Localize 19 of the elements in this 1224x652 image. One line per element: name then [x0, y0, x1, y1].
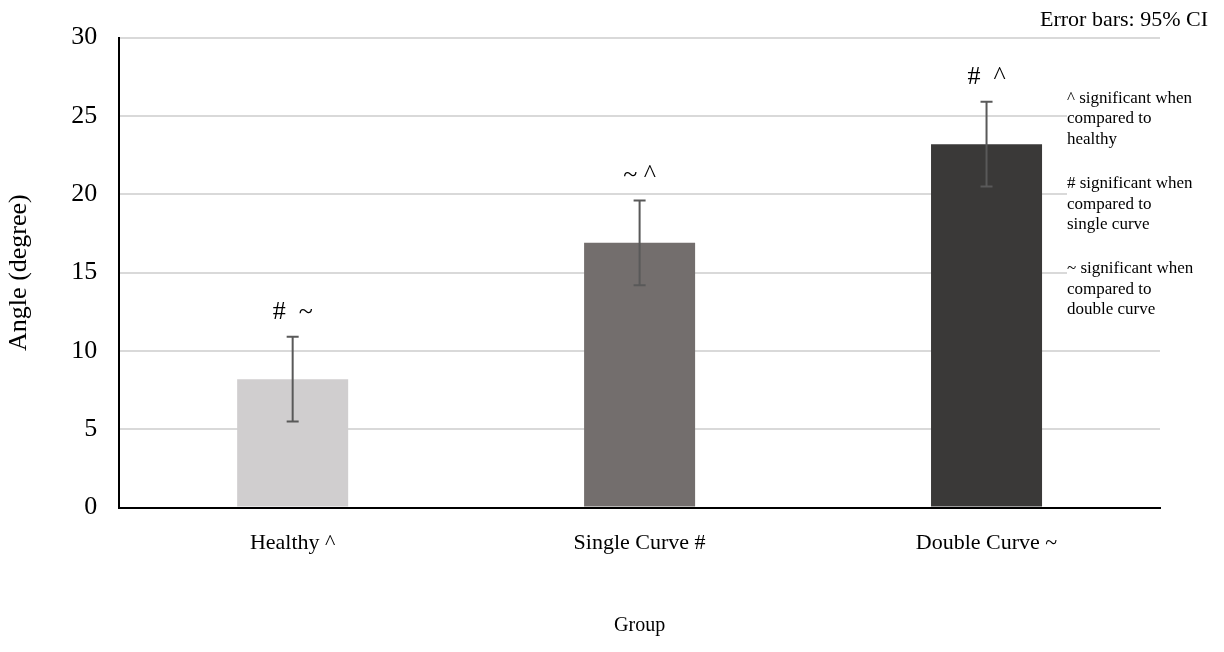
annotation: ~ ^: [623, 159, 656, 189]
annotation: ^ significant when compared to healthy: [1067, 88, 1194, 150]
text: Error bars: 95% CI: [1039, 6, 1208, 32]
annotation: # significant when compared to single curve: [1067, 173, 1194, 235]
y-tick-label: 15: [71, 256, 98, 286]
annotation: # ^: [967, 60, 1006, 90]
y-tick-label: 0: [84, 491, 98, 521]
y-tick-label: 10: [71, 334, 98, 364]
y-tick-label: 30: [71, 21, 98, 51]
annotation: # ~: [272, 295, 313, 325]
y-tick-label: 5: [84, 413, 98, 443]
y-tick-label: 25: [71, 99, 98, 129]
x-tick-label: Healthy ^: [249, 528, 337, 554]
y-axis-title: Angle (degree): [3, 194, 33, 351]
y-tick-label: 20: [71, 178, 98, 208]
x-axis-title: Group: [614, 613, 666, 637]
x-tick-label: Single Curve #: [573, 528, 706, 554]
x-tick-label: Double Curve ~: [915, 528, 1058, 554]
annotation: ~ significant when compared to double curve: [1067, 258, 1195, 320]
